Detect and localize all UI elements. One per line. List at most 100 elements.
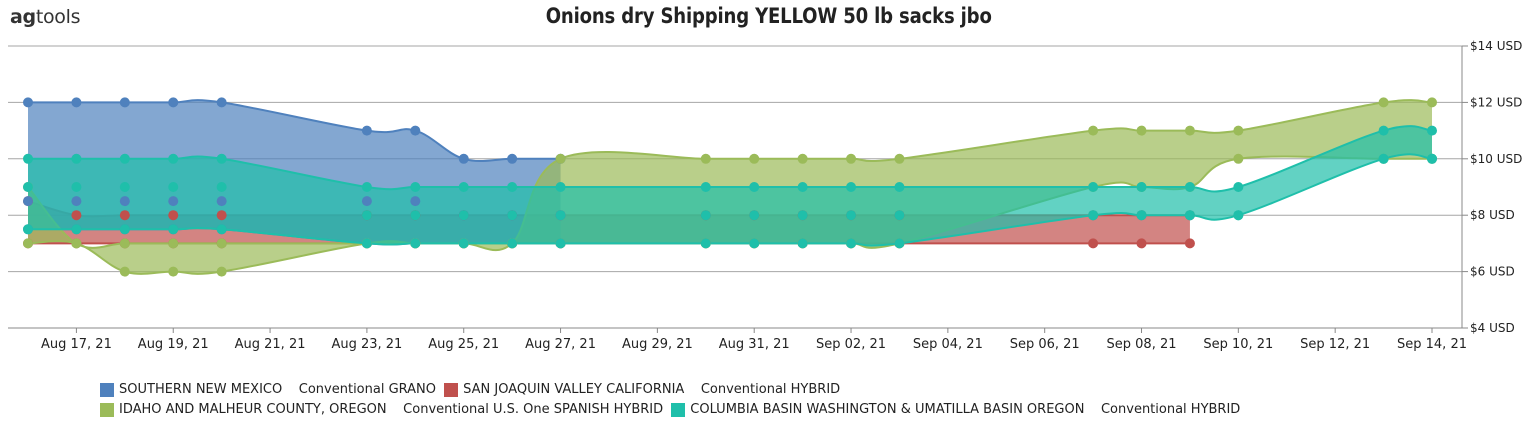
legend-item-southern-new-mexico[interactable]: SOUTHERN NEW MEXICO Conventional GRANO bbox=[100, 380, 436, 400]
x-tick-label: Aug 25, 21 bbox=[428, 337, 499, 352]
point-columbia-basin bbox=[507, 210, 518, 221]
point-columbia-basin bbox=[458, 182, 469, 192]
point-idaho-malheur bbox=[168, 266, 179, 277]
point-southern-new-mexico bbox=[119, 196, 130, 207]
legend-sublabel: Conventional HYBRID bbox=[1100, 402, 1241, 417]
x-tick-label: Aug 31, 21 bbox=[719, 337, 790, 352]
point-idaho-malheur bbox=[846, 153, 857, 164]
point-columbia-basin bbox=[749, 210, 760, 221]
point-idaho-malheur bbox=[71, 238, 82, 249]
point-columbia-basin bbox=[361, 210, 372, 221]
y-tick-label: $4 USD bbox=[1470, 321, 1515, 335]
point-idaho-malheur bbox=[749, 153, 760, 164]
point-columbia-basin bbox=[749, 182, 760, 192]
legend-swatch bbox=[444, 383, 459, 397]
point-columbia-basin bbox=[23, 224, 33, 235]
point-idaho-malheur bbox=[1184, 125, 1195, 136]
point-idaho-malheur bbox=[555, 153, 566, 164]
point-san-joaquin-valley bbox=[1184, 238, 1195, 249]
point-columbia-basin bbox=[71, 153, 82, 164]
point-columbia-basin bbox=[507, 238, 518, 249]
point-columbia-basin bbox=[410, 210, 421, 221]
legend-sublabel: Conventional GRANO bbox=[298, 382, 437, 397]
point-idaho-malheur bbox=[1427, 97, 1437, 108]
point-columbia-basin bbox=[797, 182, 808, 192]
point-columbia-basin bbox=[894, 238, 905, 249]
x-tick-label: Sep 04, 21 bbox=[913, 337, 983, 352]
point-columbia-basin bbox=[846, 210, 857, 221]
legend-label: SOUTHERN NEW MEXICO bbox=[119, 382, 283, 397]
point-columbia-basin bbox=[23, 153, 33, 164]
point-idaho-malheur bbox=[1233, 125, 1244, 136]
point-columbia-basin bbox=[71, 224, 82, 235]
legend-label: IDAHO AND MALHEUR COUNTY, OREGON bbox=[119, 402, 387, 417]
point-columbia-basin bbox=[700, 238, 711, 249]
point-idaho-malheur bbox=[797, 153, 808, 164]
x-tick-label: Aug 29, 21 bbox=[622, 337, 693, 352]
point-columbia-basin bbox=[700, 182, 711, 192]
point-columbia-basin bbox=[1136, 210, 1147, 221]
point-idaho-malheur bbox=[216, 266, 227, 277]
x-tick-label: Sep 10, 21 bbox=[1203, 337, 1273, 352]
point-southern-new-mexico bbox=[410, 196, 421, 207]
legend-label: SAN JOAQUIN VALLEY CALIFORNIA bbox=[463, 382, 685, 397]
y-tick-label: $10 USD bbox=[1470, 152, 1522, 166]
legend-swatch bbox=[671, 403, 686, 417]
point-idaho-malheur bbox=[894, 153, 905, 164]
point-southern-new-mexico bbox=[168, 196, 179, 207]
point-columbia-basin bbox=[168, 224, 179, 235]
point-southern-new-mexico bbox=[361, 125, 372, 136]
point-columbia-basin bbox=[700, 210, 711, 221]
x-tick-label: Aug 23, 21 bbox=[331, 337, 402, 352]
point-columbia-basin bbox=[507, 182, 518, 192]
point-southern-new-mexico bbox=[216, 97, 227, 108]
x-tick-label: Sep 12, 21 bbox=[1300, 337, 1370, 352]
point-columbia-basin bbox=[1427, 125, 1437, 136]
point-san-joaquin-valley bbox=[216, 210, 227, 221]
point-columbia-basin bbox=[1088, 210, 1099, 221]
point-columbia-basin bbox=[1184, 182, 1195, 192]
point-columbia-basin bbox=[216, 224, 227, 235]
y-tick-label: $14 USD bbox=[1470, 39, 1522, 53]
point-columbia-basin bbox=[846, 182, 857, 192]
point-columbia-basin bbox=[168, 153, 179, 164]
point-southern-new-mexico bbox=[71, 196, 82, 207]
point-columbia-basin bbox=[555, 182, 566, 192]
point-idaho-malheur bbox=[1233, 153, 1244, 164]
point-columbia-basin bbox=[119, 224, 130, 235]
point-idaho-malheur bbox=[1088, 125, 1099, 136]
y-tick-label: $12 USD bbox=[1470, 95, 1522, 109]
x-tick-label: Aug 17, 21 bbox=[41, 337, 112, 352]
point-columbia-basin bbox=[1378, 153, 1389, 164]
point-columbia-basin bbox=[119, 153, 130, 164]
point-idaho-malheur bbox=[119, 266, 130, 277]
point-columbia-basin bbox=[23, 182, 33, 192]
point-columbia-basin bbox=[1184, 210, 1195, 221]
point-san-joaquin-valley bbox=[1136, 238, 1147, 249]
point-southern-new-mexico bbox=[119, 97, 130, 108]
x-tick-label: Sep 02, 21 bbox=[816, 337, 886, 352]
point-idaho-malheur bbox=[168, 238, 179, 249]
legend-item-san-joaquin-valley[interactable]: SAN JOAQUIN VALLEY CALIFORNIA Convention… bbox=[444, 380, 840, 400]
point-columbia-basin bbox=[216, 153, 227, 164]
point-southern-new-mexico bbox=[458, 153, 469, 164]
x-tick-label: Aug 27, 21 bbox=[525, 337, 596, 352]
point-columbia-basin bbox=[1378, 125, 1389, 136]
legend-item-columbia-basin[interactable]: COLUMBIA BASIN WASHINGTON & UMATILLA BAS… bbox=[671, 400, 1240, 420]
point-columbia-basin bbox=[894, 210, 905, 221]
x-tick-label: Sep 06, 21 bbox=[1010, 337, 1080, 352]
point-san-joaquin-valley bbox=[1088, 238, 1099, 249]
legend-sublabel: Conventional U.S. One SPANISH HYBRID bbox=[403, 402, 664, 417]
point-columbia-basin bbox=[410, 182, 421, 192]
point-columbia-basin bbox=[749, 238, 760, 249]
chart-title: Onions dry Shipping YELLOW 50 lb sacks j… bbox=[545, 4, 992, 28]
point-columbia-basin bbox=[797, 210, 808, 221]
point-columbia-basin bbox=[216, 182, 227, 192]
legend-item-idaho-malheur[interactable]: IDAHO AND MALHEUR COUNTY, OREGON Convent… bbox=[100, 400, 663, 420]
point-columbia-basin bbox=[361, 238, 372, 249]
point-columbia-basin bbox=[458, 238, 469, 249]
point-san-joaquin-valley bbox=[119, 210, 130, 221]
point-san-joaquin-valley bbox=[168, 210, 179, 221]
point-idaho-malheur bbox=[23, 238, 33, 249]
